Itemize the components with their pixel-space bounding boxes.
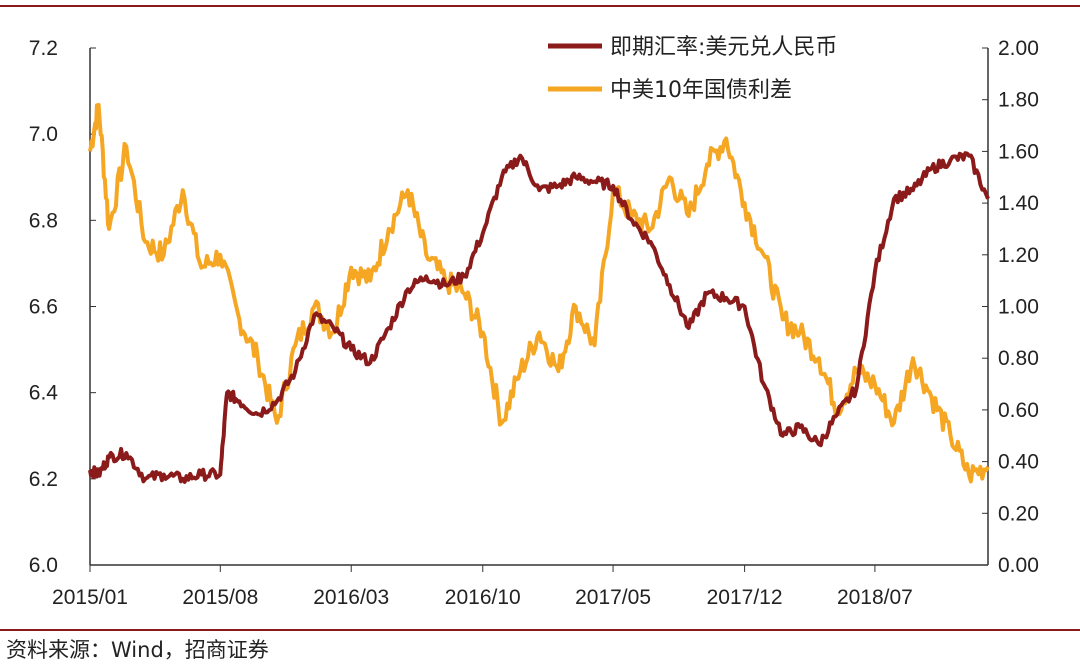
x-tick-label: 2016/10 — [445, 586, 521, 609]
left-tick-label: 6.2 — [29, 468, 58, 491]
right-tick-label: 0.00 — [998, 554, 1039, 577]
chart-axes: 6.0 6.2 6.4 6.6 6.8 7.0 7.2 0.00 0.20 0.40 0.60 0.8… — [29, 37, 1039, 609]
left-tick-label: 6.0 — [29, 554, 58, 577]
x-tick-label: 2017/12 — [707, 586, 783, 609]
right-tick-label: 0.60 — [998, 399, 1039, 422]
x-tick-label: 2018/07 — [837, 586, 913, 609]
legend: 即期汇率:美元兑人民币 中美10年国债利差 — [548, 35, 837, 103]
right-tick-label: 2.00 — [998, 37, 1039, 60]
x-tick-label: 2016/03 — [313, 586, 389, 609]
left-tick-label: 6.8 — [29, 209, 58, 232]
right-tick-label: 1.80 — [998, 89, 1039, 112]
series-line-spread — [88, 102, 990, 484]
right-tick-label: 1.00 — [998, 296, 1039, 319]
right-tick-label: 0.80 — [998, 347, 1039, 370]
right-tick-label: 0.20 — [998, 502, 1039, 525]
x-tick-label: 2015/01 — [52, 586, 128, 609]
series-line-fx — [88, 151, 990, 484]
legend-label-fx: 即期汇率:美元兑人民币 — [610, 35, 837, 60]
left-tick-label: 6.4 — [29, 382, 59, 405]
right-tick-label: 1.60 — [998, 140, 1039, 163]
legend-label-spread: 中美10年国债利差 — [610, 78, 792, 103]
left-tick-label: 6.6 — [29, 296, 58, 319]
left-tick-label: 7.2 — [29, 37, 58, 60]
x-tick-label: 2015/08 — [182, 586, 258, 609]
right-tick-label: 1.20 — [998, 244, 1039, 267]
left-tick-label: 7.0 — [29, 123, 58, 146]
x-tick-label: 2017/05 — [575, 586, 651, 609]
series-layer — [88, 102, 990, 484]
source-note: 资料来源：Wind，招商证券 — [6, 638, 269, 662]
right-tick-label: 1.40 — [998, 192, 1039, 215]
right-tick-label: 0.40 — [998, 451, 1039, 474]
